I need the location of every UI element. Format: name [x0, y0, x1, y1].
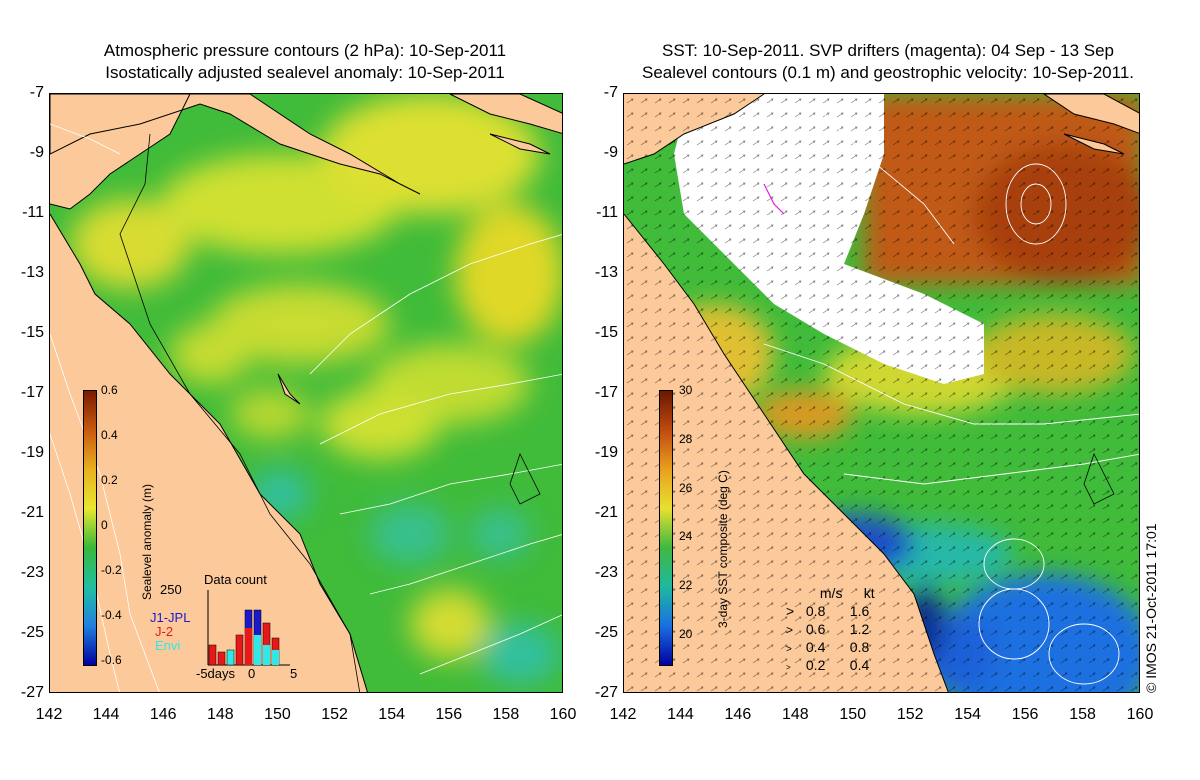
x-tick-label: 152 [896, 706, 924, 723]
histogram-title: Data count [204, 572, 267, 587]
sealevel-anomaly-map [49, 93, 563, 693]
data-count-histogram: Data count 250 J1-JPL J-2 Envi -5days 0 … [150, 570, 300, 681]
histogram-x-right: 5 [290, 666, 298, 681]
velocity-unit-kt: kt [863, 585, 875, 601]
x-tick-label: 146 [724, 706, 752, 723]
x-tick-label: 152 [321, 706, 348, 723]
velocity-unit-ms: m/s [819, 585, 843, 601]
histogram-x-zero: 0 [248, 666, 256, 681]
sealevel-colorbar-tick: -0.6 [101, 653, 122, 667]
sealevel-colorbar-tick: -0.2 [101, 563, 122, 577]
y-tick-label: -27 [594, 684, 618, 701]
x-tick-label: 148 [781, 706, 809, 723]
sealevel-colorbar-tick: 0.4 [101, 428, 118, 442]
histogram-series-j2: J-2 [155, 624, 174, 639]
x-tick-label: 142 [609, 706, 637, 723]
y-tick-label: -9 [29, 144, 44, 161]
sst-colorbar-tick: 22 [679, 578, 693, 593]
sealevel-map-graphic [50, 94, 562, 692]
x-tick-label: 154 [954, 706, 981, 723]
sealevel-colorbar-tick: -0.4 [101, 608, 122, 622]
sst-map-graphic [624, 94, 1139, 692]
y-tick-label: -27 [20, 684, 44, 701]
sealevel-colorbar-tick: 0.6 [101, 383, 118, 397]
velocity-legend-row: > 0.2 0.4 [786, 657, 870, 673]
x-tick-label: 144 [667, 706, 694, 723]
y-tick-label: -25 [594, 624, 618, 641]
y-tick-label: -21 [594, 504, 618, 521]
histogram-series-envi: Envi [155, 638, 181, 653]
y-tick-label: -17 [594, 384, 618, 401]
sst-colorbar-label: 3-day SST composite (deg C) [716, 470, 730, 628]
sst-colorbar-tick: 30 [679, 383, 693, 397]
sst-colorbar-tick: 20 [679, 627, 693, 641]
histogram-x-left: -5days [196, 666, 236, 681]
y-tick-label: -23 [594, 564, 618, 581]
left-title-line1: Atmospheric pressure contours (2 hPa): 1… [103, 41, 507, 60]
x-tick-label: 150 [264, 706, 291, 723]
left-title: Atmospheric pressure contours (2 hPa): 1… [50, 40, 560, 84]
velocity-arrow-icon: > [786, 603, 795, 619]
y-tick-label: -15 [20, 324, 44, 341]
y-tick-label: -13 [20, 264, 44, 281]
x-tick-label: 154 [378, 706, 405, 723]
x-tick-label: 160 [549, 706, 577, 723]
histogram-ymax: 250 [160, 582, 182, 597]
x-tick-label: 144 [92, 706, 120, 723]
y-tick-label: -17 [20, 384, 44, 401]
right-title-line2: Sealevel contours (0.1 m) and geostrophi… [641, 63, 1134, 82]
velocity-arrow-icon: > [786, 644, 792, 655]
y-tick-label: -23 [20, 564, 44, 581]
x-tick-label: 150 [839, 706, 867, 723]
x-tick-label: 148 [206, 706, 234, 723]
sealevel-colorbar-tick: 0.2 [101, 473, 118, 487]
x-tick-label: 156 [435, 706, 463, 723]
x-tick-label: 156 [1011, 706, 1039, 723]
sst-map [623, 93, 1140, 693]
papua-coastline [50, 94, 421, 195]
velocity-arrow-icon: > [786, 623, 794, 637]
histogram-series-j1: J1-JPL [150, 610, 191, 625]
x-tick-label: 146 [149, 706, 177, 723]
right-title: SST: 10-Sep-2011. SVP drifters (magenta)… [608, 40, 1168, 84]
x-tick-label: 160 [1126, 706, 1154, 723]
velocity-legend-row: > 0.8 1.6 [786, 603, 870, 619]
imos-copyright: © IMOS 21-Oct-2011 17:01 [1143, 523, 1159, 693]
y-tick-label: -21 [20, 504, 44, 521]
x-tick-label: 158 [492, 706, 520, 723]
y-tick-label: -19 [20, 444, 44, 461]
velocity-legend: m/s kt > 0.8 1.6 > 0.6 1.2 > 0.4 0.8 > 0… [786, 585, 875, 675]
y-tick-label: -19 [594, 444, 618, 461]
velocity-legend-row: > 0.6 1.2 [786, 621, 870, 637]
y-tick-label: -25 [20, 624, 44, 641]
velocity-legend-header: m/s kt [786, 585, 875, 603]
velocity-legend-row: > 0.4 0.8 [786, 639, 870, 655]
y-tick-label: -13 [594, 264, 618, 281]
y-tick-label: -7 [29, 84, 44, 101]
sst-colorbar-tick: 26 [679, 480, 693, 495]
y-tick-label: -7 [603, 84, 618, 101]
sst-colorbar [659, 390, 673, 666]
right-title-line1: SST: 10-Sep-2011. SVP drifters (magenta)… [661, 41, 1114, 60]
y-tick-label: -9 [603, 144, 618, 161]
sealevel-colorbar-tick: 0 [101, 518, 108, 532]
x-tick-label: 142 [35, 706, 63, 723]
sst-colorbar-tick: 24 [679, 529, 693, 544]
y-tick-label: -15 [594, 324, 618, 341]
x-tick-label: 158 [1069, 706, 1096, 723]
histogram-bars [207, 590, 290, 666]
left-title-line2: Isostatically adjusted sealevel anomaly:… [105, 63, 505, 82]
velocity-arrow-icon: > [786, 663, 791, 672]
sst-colorbar-tick: 28 [679, 431, 693, 446]
sealevel-colorbar [83, 390, 97, 666]
sealevel-colorbar-label: Sealevel anomaly (m) [140, 483, 154, 600]
y-tick-label: -11 [22, 204, 44, 221]
y-tick-label: -11 [596, 204, 618, 221]
